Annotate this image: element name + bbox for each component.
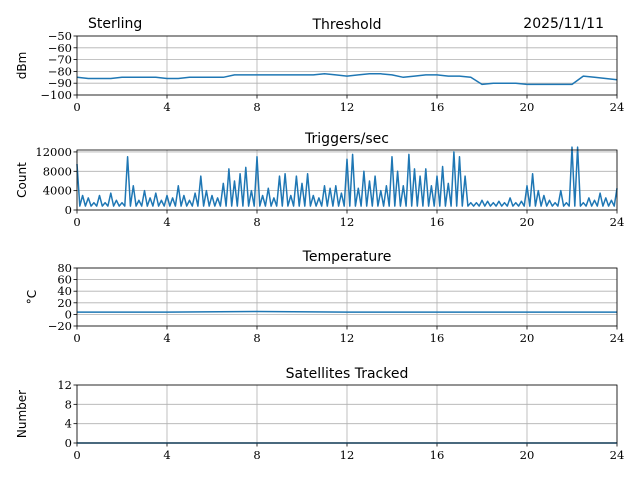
x-tick-label: 24 bbox=[610, 448, 625, 462]
y-tick-label: 60 bbox=[57, 273, 72, 287]
y-axis-label: Number bbox=[15, 390, 29, 438]
series-line bbox=[76, 146, 618, 207]
plot-frame bbox=[76, 267, 618, 327]
x-tick-label: 8 bbox=[253, 215, 260, 229]
x-tick-label: 16 bbox=[430, 215, 445, 229]
x-tick-label: 16 bbox=[430, 100, 445, 114]
series-line bbox=[76, 73, 618, 86]
x-tick-label: 16 bbox=[430, 448, 445, 462]
y-tick-label: 0 bbox=[65, 436, 72, 450]
y-tick-label: 4 bbox=[65, 417, 72, 431]
plot-frame bbox=[76, 384, 618, 444]
y-tick-label: 20 bbox=[57, 296, 72, 310]
x-tick-label: 0 bbox=[73, 215, 80, 229]
x-tick-label: 8 bbox=[253, 331, 260, 345]
x-tick-label: 24 bbox=[610, 331, 625, 345]
y-tick-label: −50 bbox=[48, 29, 72, 43]
x-tick-label: 20 bbox=[520, 331, 535, 345]
x-tick-label: 8 bbox=[253, 100, 260, 114]
y-tick-label: −90 bbox=[48, 76, 72, 90]
y-tick-label: −60 bbox=[48, 41, 72, 55]
chart-title: Temperature bbox=[302, 249, 392, 265]
chart-title: Threshold bbox=[312, 17, 382, 33]
panel-3: 0 4 8 12 16 20 24 0 4 8 12 Satellites Tracked Number bbox=[15, 366, 624, 462]
y-tick-label: 12 bbox=[57, 378, 72, 392]
x-tick-label: 20 bbox=[520, 215, 535, 229]
x-tick-label: 12 bbox=[340, 215, 355, 229]
chart-title: Triggers/sec bbox=[304, 131, 389, 147]
x-tick-label: 12 bbox=[340, 100, 355, 114]
x-tick-label: 12 bbox=[340, 448, 355, 462]
x-tick-label: 4 bbox=[163, 448, 170, 462]
x-tick-label: 24 bbox=[610, 215, 625, 229]
y-tick-label: 12000 bbox=[35, 145, 72, 159]
y-tick-label: −20 bbox=[48, 319, 72, 333]
x-tick-label: 0 bbox=[73, 448, 80, 462]
plot-frame bbox=[76, 149, 618, 211]
station-label: Sterling bbox=[88, 16, 142, 32]
x-tick-label: 8 bbox=[253, 448, 260, 462]
panel-0: 0 4 8 12 16 20 24 −100−90−80−70−60−50 Threshold d… bbox=[15, 17, 624, 114]
y-tick-label: 4000 bbox=[43, 184, 72, 198]
y-tick-label: 40 bbox=[57, 284, 72, 298]
x-tick-label: 12 bbox=[340, 331, 355, 345]
x-tick-label: 24 bbox=[610, 100, 625, 114]
panel-1: 0 4 8 12 16 20 24 0 4000 8000 12000 Triggers/sec Cou… bbox=[15, 131, 624, 229]
x-tick-label: 16 bbox=[430, 331, 445, 345]
y-tick-label: 0 bbox=[65, 307, 72, 321]
x-tick-label: 0 bbox=[73, 100, 80, 114]
y-tick-label: −80 bbox=[48, 64, 72, 78]
chart-title: Satellites Tracked bbox=[286, 366, 409, 382]
x-tick-label: 4 bbox=[163, 215, 170, 229]
y-tick-label: 8 bbox=[65, 397, 72, 411]
y-tick-label: 80 bbox=[57, 261, 72, 275]
y-axis-label: dBm bbox=[15, 52, 29, 80]
y-tick-label: −100 bbox=[40, 88, 72, 102]
x-tick-label: 4 bbox=[163, 100, 170, 114]
y-tick-label: 8000 bbox=[43, 164, 72, 178]
x-tick-label: 20 bbox=[520, 100, 535, 114]
y-axis-label: Count bbox=[15, 162, 29, 198]
x-tick-label: 4 bbox=[163, 331, 170, 345]
y-axis-label: °C bbox=[25, 290, 39, 304]
date-label: 2025/11/11 bbox=[523, 16, 604, 32]
plot-frame bbox=[76, 35, 618, 96]
x-tick-label: 0 bbox=[73, 331, 80, 345]
y-tick-label: −70 bbox=[48, 53, 72, 67]
x-tick-label: 20 bbox=[520, 448, 535, 462]
y-tick-label: 0 bbox=[65, 203, 72, 217]
series-line bbox=[77, 310, 617, 313]
